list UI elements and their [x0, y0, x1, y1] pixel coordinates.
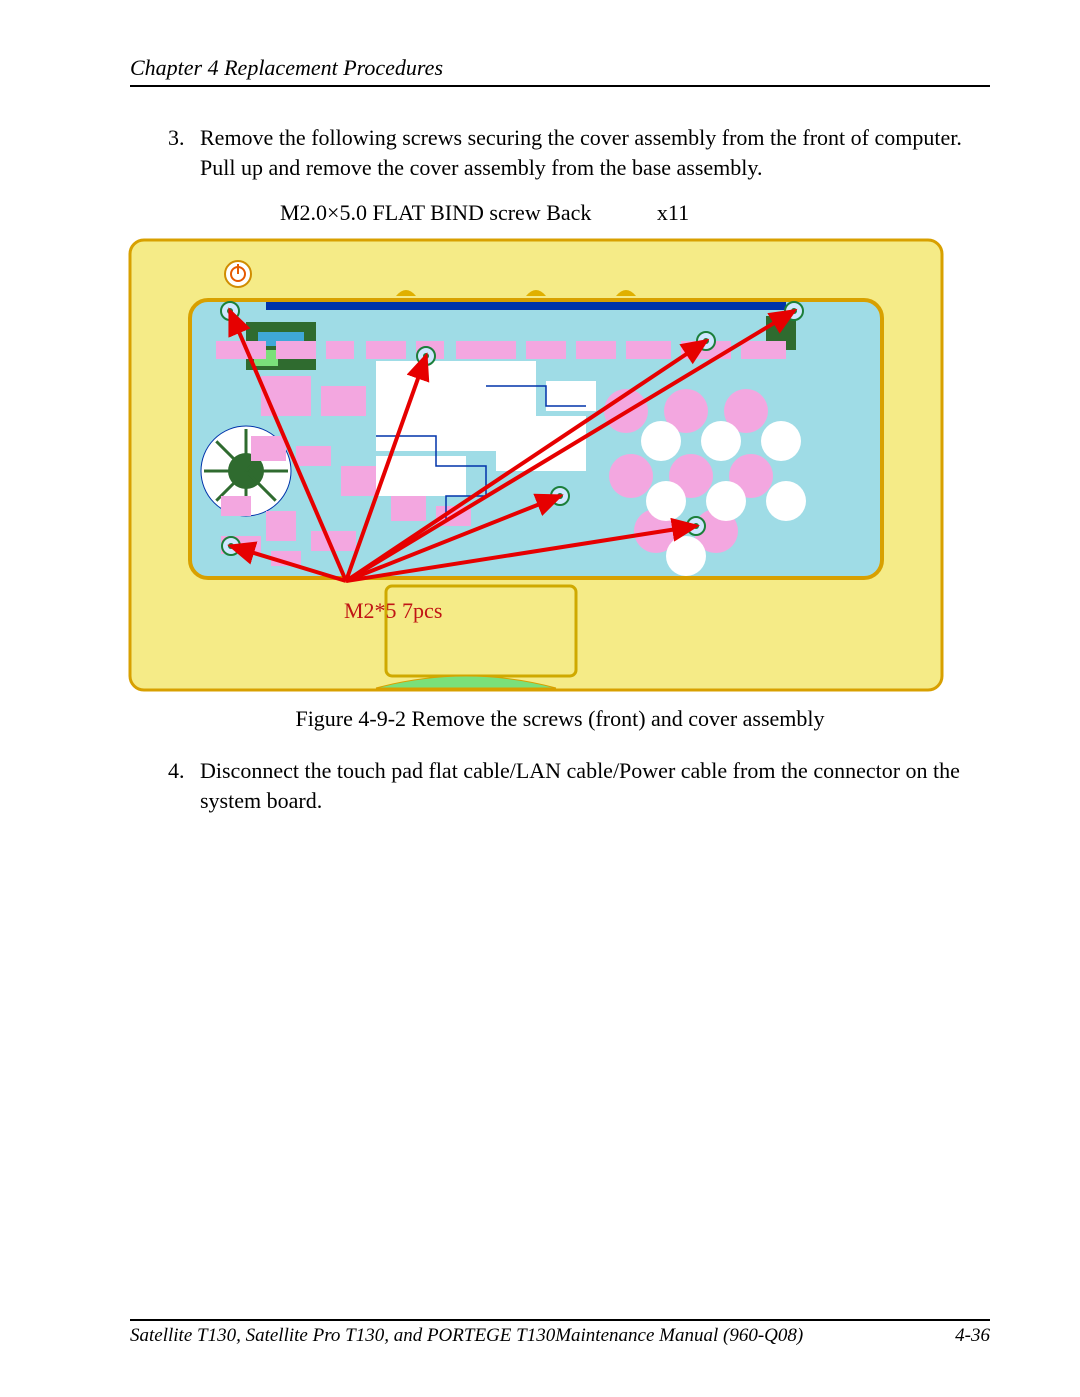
step-text: Disconnect the touch pad flat cable/LAN …: [200, 756, 990, 815]
figure-caption: Figure 4-9-2 Remove the screws (front) a…: [130, 706, 990, 732]
document-page: Chapter 4 Replacement Procedures 3. Remo…: [0, 0, 1080, 1397]
page-footer: Satellite T130, Satellite Pro T130, and …: [130, 1319, 990, 1347]
screw-spec-line: M2.0×5.0 FLAT BIND screw Back x11: [280, 200, 990, 226]
svg-text:M2*5 7pcs: M2*5 7pcs: [344, 598, 442, 623]
footer-page-number: 4-36: [955, 1325, 990, 1347]
step-text: Remove the following screws securing the…: [200, 123, 990, 182]
page-header: Chapter 4 Replacement Procedures: [130, 55, 990, 81]
step-3: 3. Remove the following screws securing …: [168, 123, 990, 182]
step-4: 4. Disconnect the touch pad flat cable/L…: [168, 756, 990, 815]
screw-qty: x11: [657, 200, 689, 226]
footer-manual-title: Satellite T130, Satellite Pro T130, and …: [130, 1325, 803, 1347]
footer-rule: [130, 1319, 990, 1321]
step-number: 3.: [168, 123, 200, 182]
step-number: 4.: [168, 756, 200, 815]
header-rule: [130, 85, 990, 87]
figure-diagram: M2*5 7pcs: [126, 236, 946, 694]
screw-spec: M2.0×5.0 FLAT BIND screw Back: [280, 200, 591, 225]
